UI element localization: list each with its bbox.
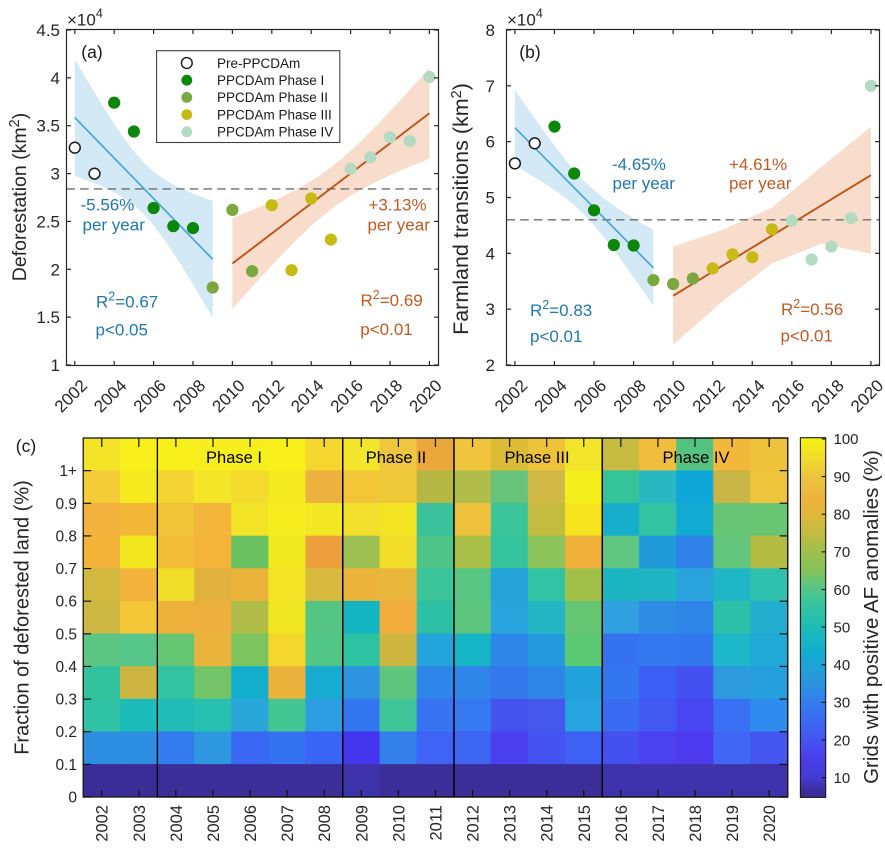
svg-text:1+: 1+ xyxy=(59,463,77,480)
svg-text:p<0.01: p<0.01 xyxy=(781,327,833,346)
svg-text:R2=0.69: R2=0.69 xyxy=(361,288,423,310)
svg-text:0.8: 0.8 xyxy=(55,528,77,545)
svg-text:3.5: 3.5 xyxy=(36,117,60,136)
svg-text:Phase IV: Phase IV xyxy=(663,449,730,467)
svg-text:2004: 2004 xyxy=(168,805,186,842)
svg-text:6: 6 xyxy=(486,133,495,152)
svg-text:per year: per year xyxy=(613,174,676,193)
svg-text:3: 3 xyxy=(51,165,60,184)
svg-text:4: 4 xyxy=(486,244,495,263)
svg-text:Farmland transitions (km2): Farmland transitions (km2) xyxy=(449,83,473,335)
svg-text:1: 1 xyxy=(51,356,60,375)
svg-text:60: 60 xyxy=(834,582,851,599)
svg-text:0.2: 0.2 xyxy=(55,724,77,741)
svg-text:R2=0.67: R2=0.67 xyxy=(96,290,158,312)
svg-text:Fraction of deforested land (%: Fraction of deforested land (%) xyxy=(12,480,34,755)
svg-text:2.5: 2.5 xyxy=(36,212,60,231)
svg-text:+4.61%: +4.61% xyxy=(729,155,787,174)
svg-text:100: 100 xyxy=(834,431,859,448)
svg-text:-4.65%: -4.65% xyxy=(612,155,666,174)
svg-text:7: 7 xyxy=(486,77,495,96)
svg-text:PPCDAm Phase IV: PPCDAm Phase IV xyxy=(217,125,333,140)
svg-text:4.5: 4.5 xyxy=(36,21,60,40)
svg-text:0.5: 0.5 xyxy=(55,626,77,643)
svg-text:R2=0.83: R2=0.83 xyxy=(530,298,592,320)
svg-text:0.1: 0.1 xyxy=(55,757,77,774)
svg-text:×104: ×104 xyxy=(67,7,103,30)
svg-text:0.6: 0.6 xyxy=(55,594,77,611)
svg-text:2010: 2010 xyxy=(390,805,408,842)
svg-text:2011: 2011 xyxy=(427,805,445,840)
svg-text:2005: 2005 xyxy=(205,805,223,842)
svg-text:PPCDAm Phase III: PPCDAm Phase III xyxy=(217,107,332,122)
svg-text:Pre-PPCDAm: Pre-PPCDAm xyxy=(217,56,300,71)
svg-text:+3.13%: +3.13% xyxy=(369,196,427,215)
svg-text:2: 2 xyxy=(486,356,495,375)
svg-text:2013: 2013 xyxy=(502,805,520,842)
svg-text:1.5: 1.5 xyxy=(36,308,60,327)
svg-text:PPCDAm Phase I: PPCDAm Phase I xyxy=(217,73,324,88)
svg-text:p<0.01: p<0.01 xyxy=(360,320,412,339)
svg-text:(c): (c) xyxy=(16,436,36,456)
svg-text:per year: per year xyxy=(83,216,146,235)
svg-text:70: 70 xyxy=(834,544,851,561)
svg-text:(b): (b) xyxy=(519,42,540,62)
svg-text:-5.56%: -5.56% xyxy=(81,196,135,215)
svg-text:p<0.05: p<0.05 xyxy=(96,320,148,339)
svg-text:4: 4 xyxy=(51,69,60,88)
svg-text:2006: 2006 xyxy=(242,805,260,842)
svg-text:Phase I: Phase I xyxy=(206,449,262,467)
svg-text:PPCDAm Phase II: PPCDAm Phase II xyxy=(217,90,328,105)
svg-text:2008: 2008 xyxy=(316,805,334,842)
svg-text:40: 40 xyxy=(834,657,851,674)
svg-text:2003: 2003 xyxy=(131,805,149,842)
svg-text:per year: per year xyxy=(729,174,792,193)
svg-text:2007: 2007 xyxy=(279,805,297,842)
svg-text:2015: 2015 xyxy=(576,805,594,842)
svg-text:2012: 2012 xyxy=(465,805,483,842)
svg-text:×104: ×104 xyxy=(507,7,543,30)
svg-text:8: 8 xyxy=(486,21,495,40)
svg-text:2019: 2019 xyxy=(724,805,742,842)
svg-text:2002: 2002 xyxy=(94,805,112,842)
svg-text:2017: 2017 xyxy=(650,805,668,842)
svg-text:p<0.01: p<0.01 xyxy=(530,327,582,346)
svg-text:R2=0.56: R2=0.56 xyxy=(781,297,843,319)
svg-text:20: 20 xyxy=(834,732,851,749)
svg-text:80: 80 xyxy=(834,507,851,524)
svg-text:50: 50 xyxy=(834,619,851,636)
svg-text:2020: 2020 xyxy=(761,805,779,842)
svg-text:0.9: 0.9 xyxy=(55,496,77,513)
svg-text:2009: 2009 xyxy=(353,805,371,842)
svg-text:5: 5 xyxy=(486,189,495,208)
svg-text:0.4: 0.4 xyxy=(55,659,77,676)
svg-text:0.7: 0.7 xyxy=(55,561,77,578)
svg-text:0.3: 0.3 xyxy=(55,692,77,709)
svg-text:30: 30 xyxy=(834,695,851,712)
svg-text:90: 90 xyxy=(834,469,851,486)
svg-text:0: 0 xyxy=(68,790,77,807)
svg-text:10: 10 xyxy=(834,770,851,787)
svg-text:Phase III: Phase III xyxy=(504,449,569,467)
svg-text:2: 2 xyxy=(51,260,60,279)
svg-text:2018: 2018 xyxy=(687,805,705,842)
svg-text:Phase II: Phase II xyxy=(366,449,427,467)
svg-text:per year: per year xyxy=(368,216,431,235)
svg-text:3: 3 xyxy=(486,300,495,319)
svg-text:2014: 2014 xyxy=(539,805,557,842)
svg-text:Grids with positive AF anomali: Grids with positive AF anomalies (%) xyxy=(860,450,883,784)
svg-text:2016: 2016 xyxy=(613,805,631,842)
svg-text:(a): (a) xyxy=(81,42,102,62)
svg-text:Deforestation (km2): Deforestation (km2) xyxy=(7,113,31,281)
